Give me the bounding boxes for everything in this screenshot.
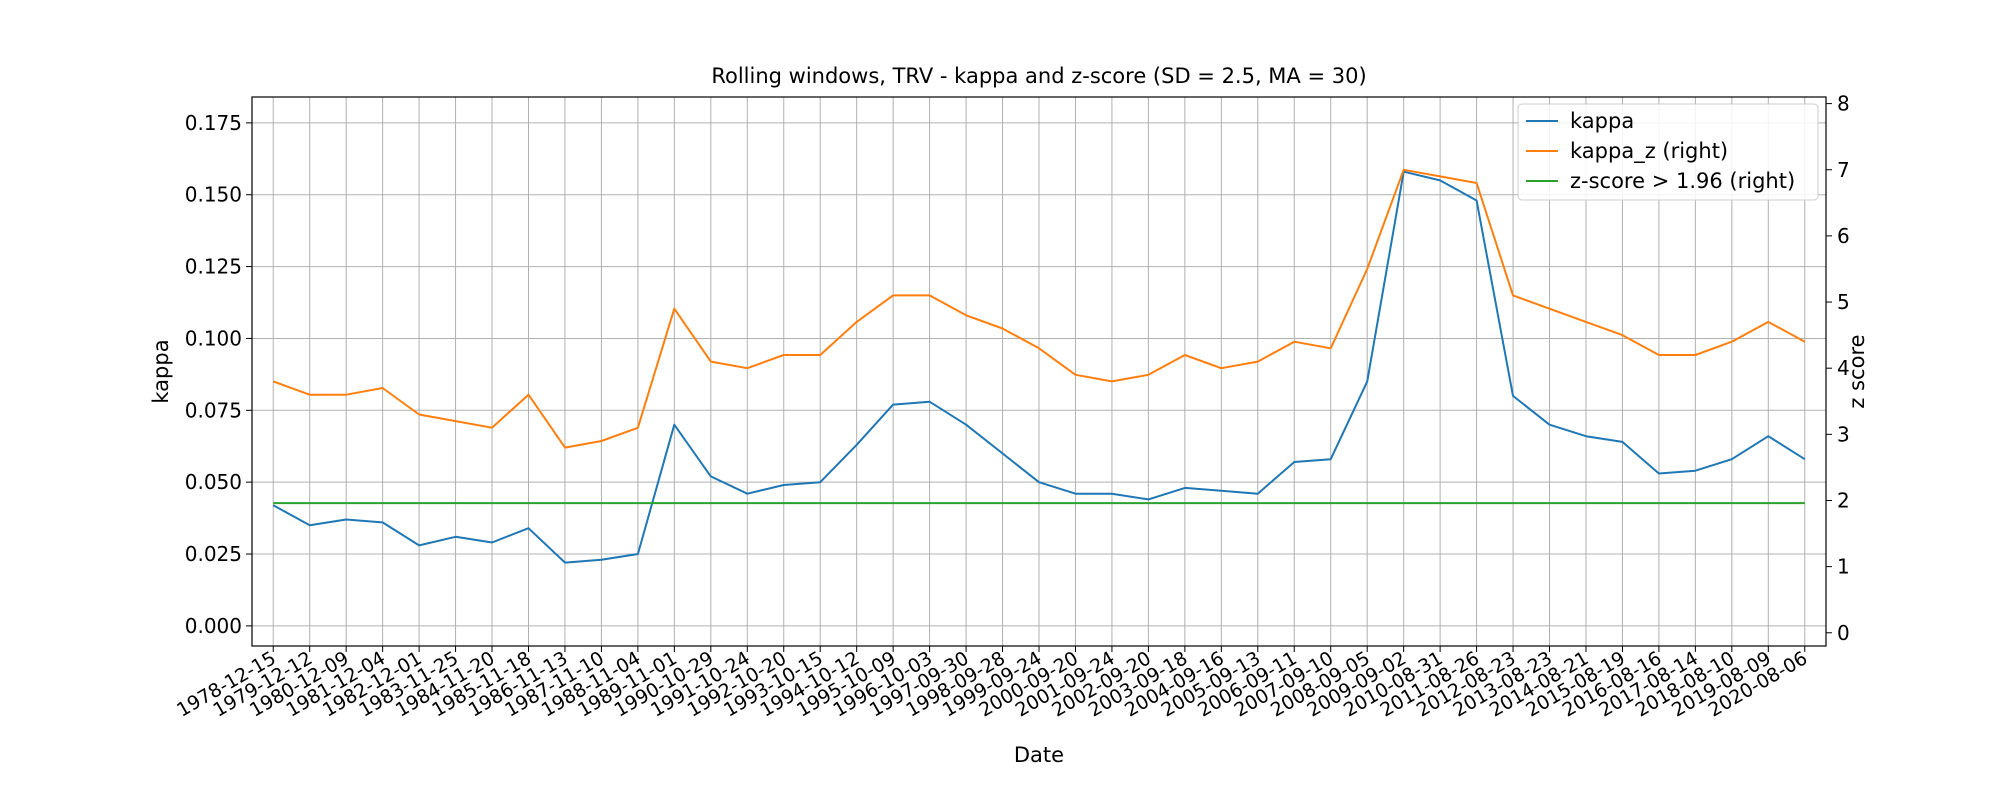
legend-label: kappa_z (right) [1570,139,1728,164]
y-tick-label-left: 0.100 [185,326,242,350]
y-axis-label-left: kappa [149,339,173,403]
grid [252,97,1826,646]
x-axis-label: Date [1014,743,1064,767]
y-tick-label-right: 5 [1837,290,1850,314]
y-tick-label-right: 0 [1837,621,1850,645]
series-line-kappa-z-right [272,168,1806,449]
y-axis-label-right: z score [1845,334,1869,408]
y-tick-label-left: 0.125 [185,255,242,279]
chart-title: Rolling windows, TRV - kappa and z-score… [711,64,1366,88]
y-tick-label-right: 8 [1837,92,1850,116]
y-tick-label-right: 3 [1837,422,1850,446]
legend-label: kappa [1570,109,1634,133]
series-layer [272,168,1806,564]
y-tick-label-left: 0.025 [185,542,242,566]
y-axis-left: 0.000 0.025 0.050 0.075 0.100 0.125 0.150 0.175 [185,111,252,638]
y-tick-label-right: 4 [1837,356,1850,380]
legend-box [1517,103,1819,201]
y-tick-label-right: 1 [1837,555,1850,579]
y-tick-label-right: 7 [1837,158,1850,182]
y-tick-label-left: 0.050 [185,470,242,494]
y-tick-label-right: 2 [1837,488,1850,512]
y-tick-label-left: 0.000 [185,614,242,638]
legend: kappa kappa_z (right) z-score > 1.96 (righ… [1517,103,1819,201]
y-axis-right: 0 1 2 3 4 5 6 7 8 [1826,92,1850,645]
y-tick-label-right: 6 [1837,224,1850,248]
legend-label: z-score > 1.96 (right) [1570,169,1795,193]
y-tick-label-left: 0.175 [185,111,242,135]
y-tick-label-left: 0.075 [185,398,242,422]
y-tick-label-left: 0.150 [185,183,242,207]
series-line-kappa [272,170,1806,564]
x-axis: 1978-12-151979-12-121980-12-091981-12-04… [173,646,1811,722]
